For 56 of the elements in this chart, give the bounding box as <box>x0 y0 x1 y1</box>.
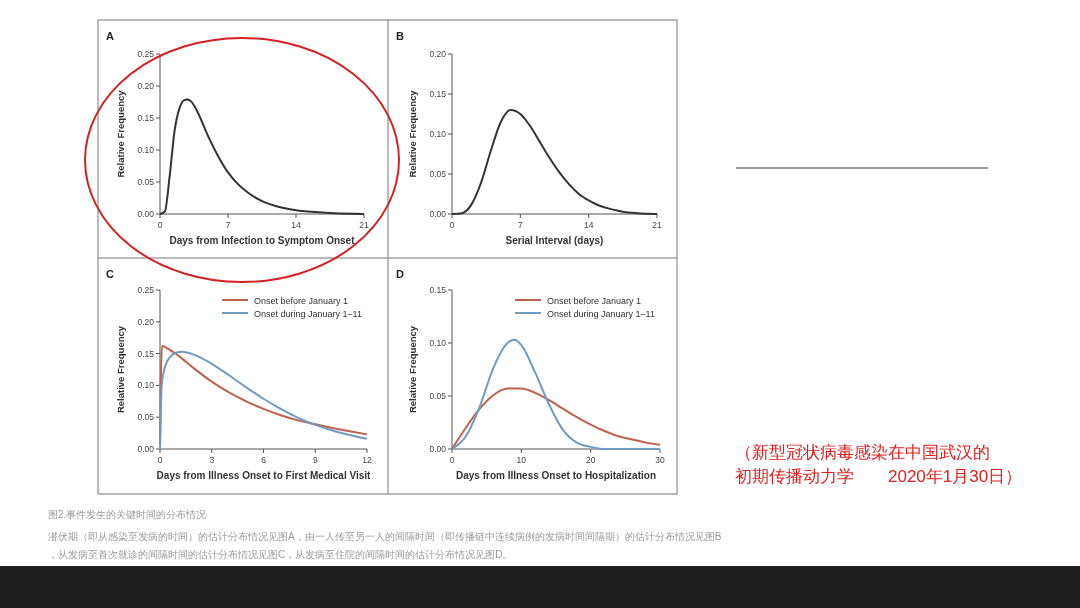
y-tick-label: 0.20 <box>137 316 155 327</box>
x-tick-label: 14 <box>583 220 594 230</box>
x-tick-label: 0 <box>449 220 455 230</box>
x-axis-title: Days from Illness Onset to First Medical Visit <box>156 470 372 481</box>
y-axis-title: Relative Frequency <box>407 89 418 178</box>
y-tick-label: 0.10 <box>429 129 447 139</box>
y-axis-title: Relative Frequency <box>407 325 418 414</box>
y-tick-label: 0.05 <box>429 391 447 401</box>
y-tick-label: 0.00 <box>137 209 155 219</box>
chart-title: C <box>106 268 114 280</box>
y-tick-label: 0.00 <box>137 444 155 454</box>
y-axis-title: Relative Frequency <box>115 89 126 178</box>
x-tick-label: 14 <box>291 220 301 230</box>
y-tick-label: 0.10 <box>429 338 447 348</box>
legend-label: Onset during January 1–11 <box>547 308 655 319</box>
y-axis-title: Relative Frequency <box>115 325 126 414</box>
y-tick-label: 0.15 <box>137 113 155 123</box>
y-tick-label: 0.15 <box>429 285 447 295</box>
x-tick-label: 3 <box>209 455 215 465</box>
chart-title: A <box>106 30 114 42</box>
y-tick-label: 0.05 <box>429 169 447 179</box>
x-axis-title: Days from Infection to Symptom Onset <box>169 235 356 246</box>
chart-title: D <box>396 268 404 280</box>
x-tick-label: 21 <box>359 220 369 230</box>
x-axis-title: Serial Interval (days) <box>505 235 604 246</box>
chart-title: B <box>396 30 404 42</box>
y-tick-label: 0.05 <box>137 177 155 187</box>
y-tick-label: 0.00 <box>429 444 447 454</box>
x-tick-label: 12 <box>362 455 372 465</box>
x-tick-label: 9 <box>312 455 318 465</box>
y-tick-label: 0.00 <box>429 209 447 219</box>
legend-label: Onset during January 1–11 <box>254 308 362 319</box>
y-tick-label: 0.20 <box>429 49 447 59</box>
x-tick-label: 7 <box>517 220 523 230</box>
x-tick-label: 0 <box>157 220 163 230</box>
x-tick-label: 21 <box>652 220 662 230</box>
x-tick-label: 0 <box>157 455 163 465</box>
x-tick-label: 30 <box>655 455 665 465</box>
legend-label: Onset before January 1 <box>547 295 642 306</box>
y-tick-label: 0.05 <box>137 412 155 423</box>
legend-label: Onset before January 1 <box>254 295 349 306</box>
x-tick-label: 7 <box>225 220 231 230</box>
y-tick-label: 0.15 <box>429 89 447 99</box>
y-tick-label: 0.15 <box>137 348 155 359</box>
x-tick-label: 20 <box>585 455 596 465</box>
x-tick-label: 6 <box>261 455 267 465</box>
x-axis-title: Days from Illness Onset to Hospitalization <box>455 470 657 481</box>
y-tick-label: 0.25 <box>137 285 155 295</box>
text: （新型冠状病毒感染在中国武汉的初期传播动力学 2020年1月30日） <box>735 443 1023 486</box>
caption: 图2.事件发生的关键时间的分布情况 <box>48 509 207 520</box>
y-tick-label: 0.10 <box>137 380 155 391</box>
y-tick-label: 0.20 <box>137 81 155 91</box>
x-tick-label: 0 <box>449 455 455 465</box>
y-tick-label: 0.25 <box>137 49 155 59</box>
y-tick-label: 0.10 <box>137 145 155 155</box>
x-tick-label: 10 <box>516 455 527 465</box>
